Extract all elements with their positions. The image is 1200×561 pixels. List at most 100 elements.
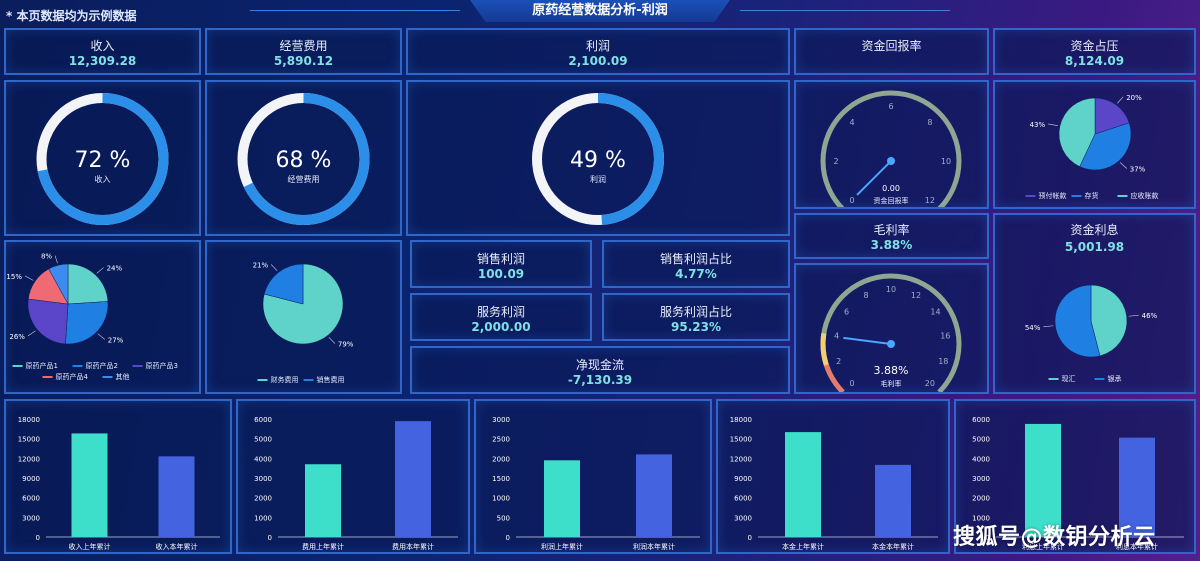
gauge-hub — [887, 157, 895, 165]
kpi-value: 8,124.09 — [1064, 54, 1125, 68]
ring-chart: 49 %利润 — [532, 93, 664, 225]
kpi-value: 5,001.98 — [1064, 240, 1125, 254]
legend-swatch — [303, 379, 314, 381]
bar-panel-capital: 0 3000 6000 9000 12000 15000 18000 本金上年累计 本金本年累计 — [716, 399, 950, 554]
pie-percent-label: 20% — [1126, 94, 1142, 102]
y-tick-label: 1000 — [972, 514, 990, 522]
kpi-sales-profit-ratio: 销售利润占比 4.77% — [602, 240, 790, 288]
kpi-capital: 资金占压 8,124.09 — [993, 28, 1196, 75]
gauge-tick-label: 6 — [844, 308, 849, 317]
kpi-label: 经营费用 — [279, 39, 328, 53]
kpi-revenue: 收入 12,309.28 — [4, 28, 201, 75]
bar — [544, 460, 580, 537]
pie-slice — [65, 301, 109, 345]
bar — [875, 464, 911, 537]
y-tick-label: 3000 — [734, 514, 752, 522]
legend-label: 原药产品1 — [26, 361, 58, 370]
ring-percent-label: 49 % — [570, 148, 626, 173]
kpi-roi: 资金回报率 — [794, 28, 989, 75]
gauge-chart: 0 2 4 6 8 10 12 0.00 资金回报率 — [820, 90, 962, 207]
gauge-caption: 资金回报率 — [874, 196, 909, 205]
legend-label: 原药产品3 — [146, 361, 178, 370]
legend-label: 其他 — [116, 372, 130, 381]
legend-swatch — [1071, 195, 1082, 197]
gauge-tick-label: 12 — [911, 291, 921, 300]
ring-panel-opex: 68 % 经营费用 — [205, 80, 402, 236]
gauge-tick-label: 20 — [925, 379, 935, 388]
legend-label: 财务费用 — [271, 375, 299, 384]
pie-chart: 20% 37% 43% 预付帐款 存货 应收账款 — [1025, 94, 1159, 200]
pie-leader-line — [1128, 314, 1139, 317]
y-tick-label: 1000 — [254, 514, 272, 522]
bar-chart: 0 3000 6000 9000 12000 15000 18000 收入上年累计 收入本年累计 — [18, 416, 220, 551]
gauge-tick-label: 12 — [925, 196, 935, 205]
pie-chart: 46% 54% 现汇 银承 — [1025, 284, 1158, 383]
y-tick-label: 0 — [986, 534, 990, 542]
bar-chart: 0 1000 2000 3000 4000 5000 6000 费用上年累计 费用本年累计 — [254, 416, 458, 551]
demo-data-note: * 本页数据均为示例数据 — [6, 9, 137, 23]
gauge-needle — [843, 336, 892, 345]
bar-chart: 0 3000 6000 9000 12000 15000 18000 本金上年累计 本金本年累计 — [730, 416, 938, 551]
pie-slice — [1090, 284, 1128, 357]
x-category-label: 收入上年累计 — [69, 542, 111, 551]
pie-slice — [67, 263, 109, 305]
gauge-hub — [887, 340, 895, 348]
y-tick-label: 2000 — [492, 455, 510, 463]
y-tick-label: 2000 — [972, 495, 990, 503]
pie-percent-label: 54% — [1025, 324, 1041, 332]
gauge-chart: 0 2 4 6 8 10 12 14 16 18 20 3.88% 毛利率 — [820, 273, 962, 392]
pie-leader-line — [1043, 325, 1054, 328]
x-category-label: 利润上年累计 — [541, 542, 583, 551]
bar-panel-revenue: 0 3000 6000 9000 12000 15000 18000 收入上年累计 收入本年累计 — [4, 399, 232, 554]
kpi-value: 95.23% — [671, 320, 721, 334]
pie-leader-line — [328, 336, 336, 344]
legend-swatch — [1094, 378, 1105, 380]
gauge-panel-roi: 0 2 4 6 8 10 12 0.00 资金回报率 — [794, 80, 989, 209]
ring-percent-label: 68 % — [276, 148, 332, 173]
y-tick-label: 1000 — [492, 495, 510, 503]
legend-swatch — [12, 365, 23, 367]
pie-chart: 79% 21% 财务费用 销售费用 — [253, 261, 354, 384]
kpi-label: 毛利率 — [873, 223, 910, 237]
pie-leader-line — [96, 267, 104, 274]
gauge-readout: 0.00 — [882, 184, 900, 193]
y-tick-label: 6000 — [22, 495, 40, 503]
gauge-tick-label: 2 — [833, 157, 838, 166]
bar — [71, 433, 108, 537]
x-category-label: 费用本年累计 — [392, 542, 434, 551]
y-tick-label: 1500 — [492, 475, 510, 483]
pie-leader-line — [27, 330, 36, 337]
kpi-label: 净现金流 — [575, 358, 624, 372]
legend-swatch — [132, 365, 143, 367]
y-tick-label: 0 — [506, 534, 510, 542]
y-tick-label: 3000 — [492, 416, 510, 424]
legend-label: 银承 — [1108, 374, 1122, 383]
y-tick-label: 4000 — [972, 455, 990, 463]
kpi-label: 服务利润 — [476, 305, 525, 319]
kpi-value: 2,000.00 — [471, 320, 531, 334]
gauge-tick-label: 18 — [938, 357, 948, 366]
bar — [1119, 437, 1155, 537]
pie-slice — [1058, 97, 1096, 167]
pie-percent-label: 26% — [9, 333, 25, 341]
gauge-tick-label: 8 — [863, 291, 868, 300]
gauge-tick-label: 0 — [850, 379, 855, 388]
ring-caption: 收入 — [95, 174, 111, 184]
legend-label: 现汇 — [1062, 375, 1076, 383]
page-title: 原药经营数据分析-利润 — [470, 0, 730, 22]
ring-progress — [36, 93, 169, 225]
bar — [785, 432, 821, 537]
bar-chart: 0 1000 2000 3000 4000 5000 6000 利息上年累计 利息本年累计 — [972, 416, 1184, 551]
pie-percent-label: 8% — [41, 253, 52, 261]
x-category-label: 利息上年累计 — [1022, 542, 1064, 551]
y-tick-label: 12000 — [730, 455, 752, 463]
gauge-tick-label: 16 — [940, 331, 950, 340]
gauge-needle — [856, 160, 892, 196]
legend-swatch — [1117, 195, 1128, 197]
gauge-tick-label: 0 — [850, 196, 855, 205]
pie-percent-label: 43% — [1030, 121, 1046, 129]
bar — [1025, 423, 1061, 537]
y-tick-label: 4000 — [254, 455, 272, 463]
ring-percent-label: 72 % — [75, 148, 131, 173]
title-line-right — [740, 10, 950, 11]
